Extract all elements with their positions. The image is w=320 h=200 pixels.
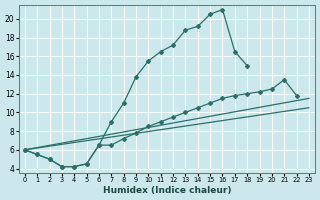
- X-axis label: Humidex (Indice chaleur): Humidex (Indice chaleur): [103, 186, 231, 195]
